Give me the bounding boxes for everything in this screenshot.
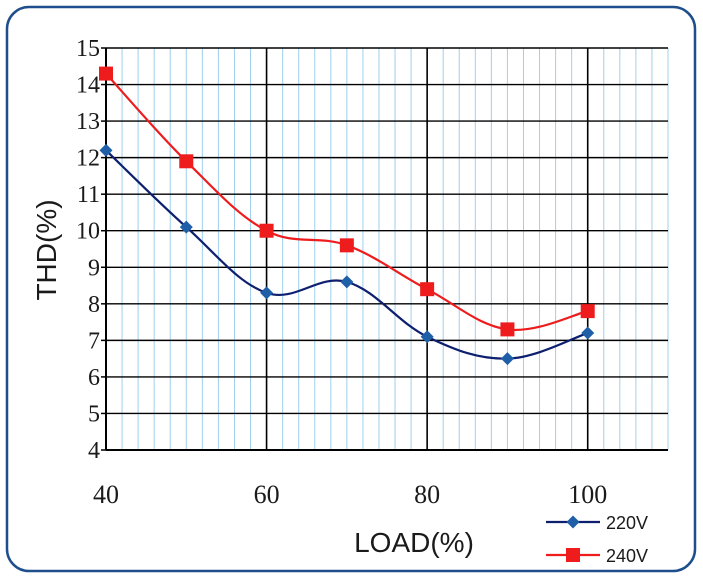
series-240V [99, 66, 595, 337]
data-point-240V [339, 238, 354, 253]
y-tick-label: 10 [76, 219, 100, 245]
data-point-220V [420, 330, 434, 344]
data-point-220V [500, 352, 514, 366]
data-point-220V [260, 286, 274, 300]
data-point-240V [580, 304, 595, 319]
y-tick-label: 15 [76, 36, 100, 62]
x-tick-label: 60 [254, 480, 280, 509]
y-axis-title: THD(%) [31, 199, 62, 300]
y-tick-label: 5 [88, 401, 100, 427]
y-tick-label: 6 [88, 365, 100, 391]
x-axis-title: LOAD(%) [354, 527, 474, 558]
legend: 220V 240V [546, 513, 648, 566]
grid [101, 47, 669, 451]
y-tick-label: 12 [76, 146, 100, 172]
data-point-220V [340, 275, 354, 289]
y-tick-label: 14 [76, 73, 100, 99]
y-tick-label: 9 [88, 255, 100, 281]
data-point-240V [259, 223, 274, 238]
x-tick-label: 80 [414, 480, 440, 509]
data-point-240V [500, 322, 515, 337]
x-tick-label: 100 [568, 480, 607, 509]
data-point-240V [420, 282, 435, 297]
legend-label-240V: 240V [606, 546, 648, 566]
y-tick-label: 13 [76, 109, 100, 135]
data-point-220V [99, 143, 113, 157]
data-point-220V [581, 326, 595, 340]
series-220V [99, 143, 595, 366]
y-tick-label: 11 [77, 182, 100, 208]
legend-marker-240V [566, 548, 580, 562]
x-tick-label: 40 [93, 480, 119, 509]
y-tick-label: 4 [88, 438, 100, 464]
data-point-240V [179, 154, 194, 169]
y-tick-label: 7 [88, 328, 100, 354]
data-point-220V [179, 220, 193, 234]
y-tick-label: 8 [88, 292, 100, 318]
legend-label-220V: 220V [606, 513, 648, 533]
legend-marker-220V [566, 515, 580, 529]
data-point-240V [99, 66, 113, 81]
y-tick-labels: 4 5 6 7 8 9 10 11 12 13 14 15 [76, 36, 100, 464]
series-layer [99, 66, 595, 366]
x-tick-labels: 40 60 80 100 [93, 480, 607, 509]
